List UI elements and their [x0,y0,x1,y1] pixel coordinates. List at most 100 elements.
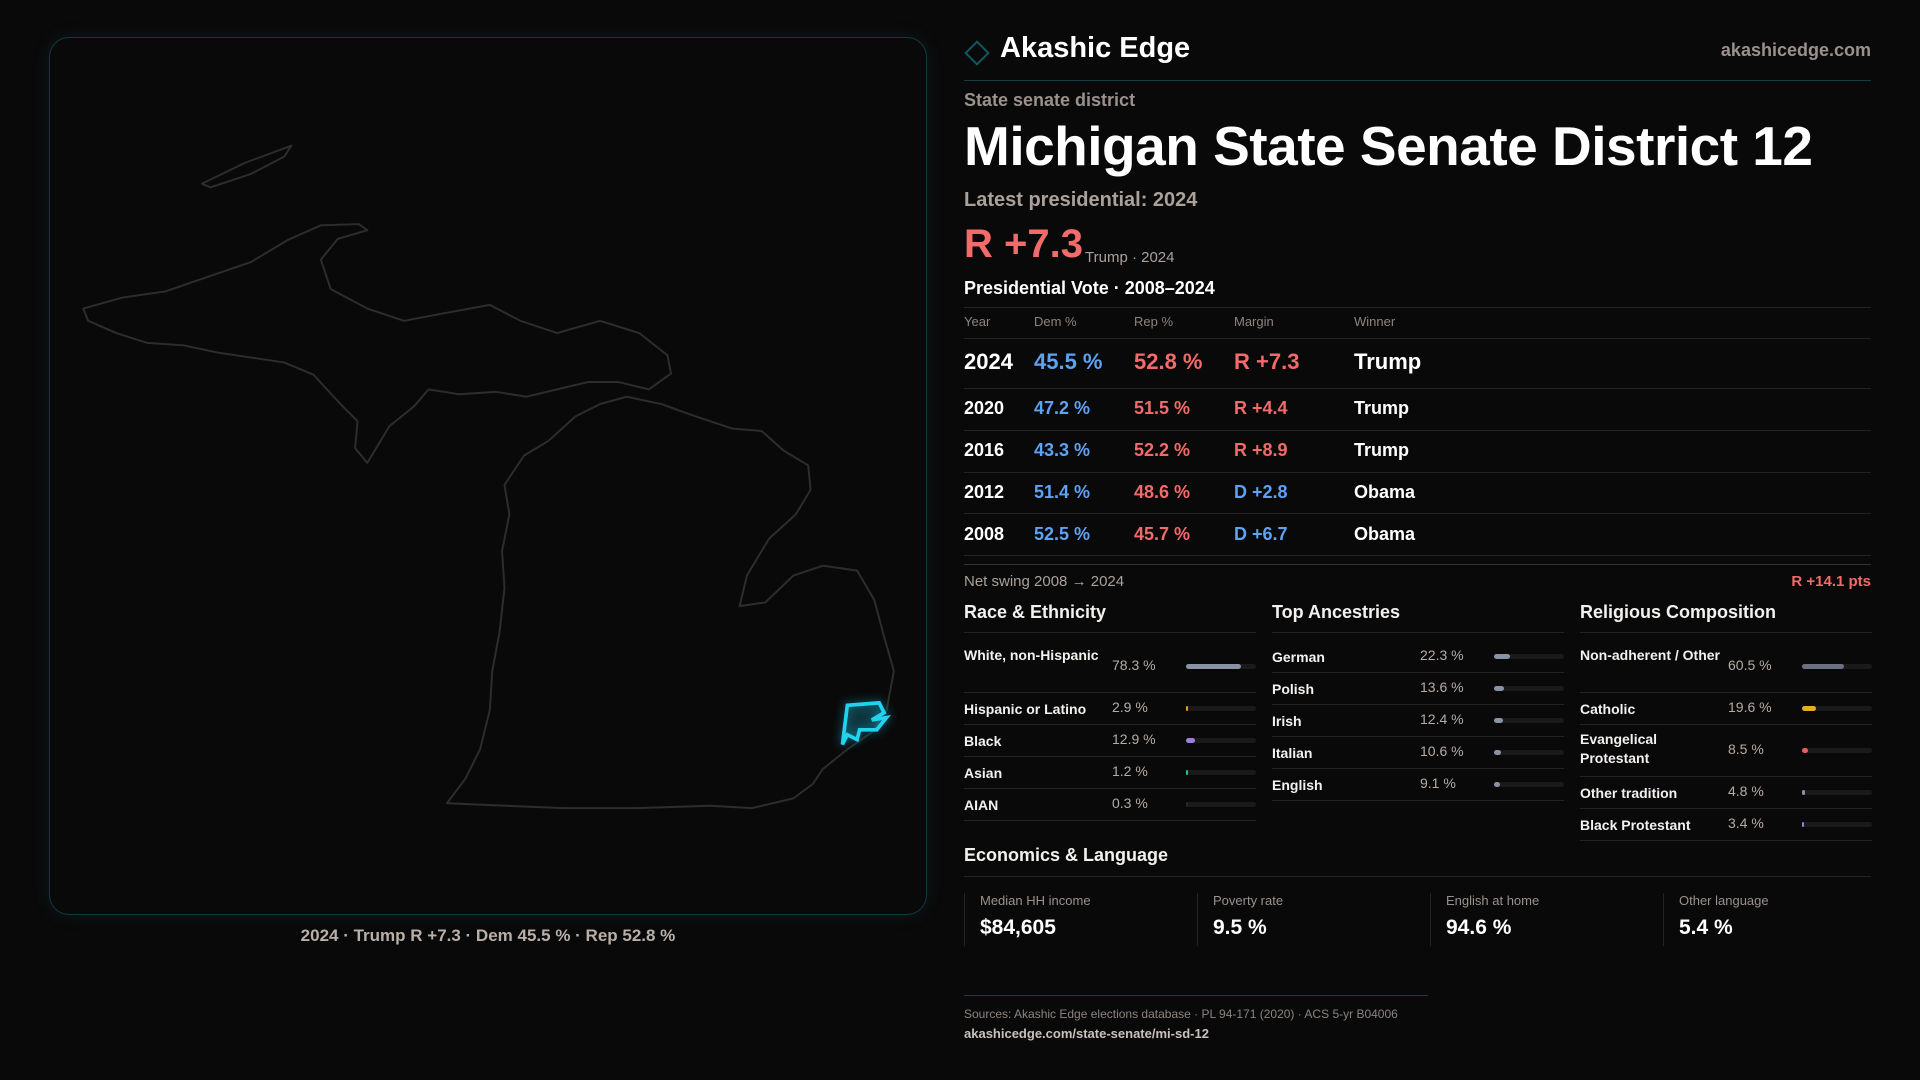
row-label: Non-adherent / Other [1580,647,1721,663]
share-bar-fill [1802,822,1805,827]
share-bar [1186,738,1256,743]
diamond-icon [964,40,990,66]
stat-value: 9.5 % [1213,916,1267,939]
divider [964,788,1256,789]
share-bar-fill [1186,664,1241,669]
rep-cell: 52.2 % [1134,440,1191,460]
share-bar-fill [1186,706,1189,711]
divider [1580,724,1872,725]
share-bar [1802,664,1872,669]
stat-value: 94.6 % [1446,916,1512,939]
divider [1272,632,1564,633]
district-type: State senate district [964,90,1136,110]
brand-name[interactable]: Akashic Edge [1000,32,1191,64]
column-header: Year [964,314,991,329]
header-divider [964,80,1871,81]
winner-cell: Trump [1354,349,1422,374]
row-value: 19.6 % [1728,699,1772,715]
latest-margin: R +7.3 [964,222,1083,266]
margin-cell: D +6.7 [1234,524,1288,544]
divider [1272,768,1564,769]
share-bar [1494,654,1564,659]
dem-cell: 45.5 % [1034,349,1103,374]
margin-cell: R +8.9 [1234,440,1288,460]
divider [964,692,1256,693]
share-bar-fill [1494,782,1501,787]
page-url[interactable]: akashicedge.com/state-senate/mi-sd-12 [964,1026,1209,1041]
share-bar-fill [1802,706,1816,711]
winner-cell: Trump [1354,440,1410,460]
stat-label: Median HH income [980,893,1091,908]
section-title: Religious Composition [1580,602,1776,622]
divider [1580,692,1872,693]
divider [964,564,1871,565]
column-header: Winner [1354,314,1396,329]
stat-card: Median HH income $84,605 [964,893,1197,946]
divider [1580,808,1872,809]
divider [964,338,1871,339]
row-label: Black [964,733,1002,749]
rep-cell: 48.6 % [1134,482,1191,502]
row-value: 4.8 % [1728,783,1764,799]
row-label: Catholic [1580,701,1636,717]
share-bar-fill [1494,654,1510,659]
divider [964,388,1871,389]
row-label: Hispanic or Latino [964,701,1087,717]
share-bar-fill [1186,802,1188,807]
winner-cell: Obama [1354,482,1416,502]
stat-label: Other language [1679,893,1769,908]
margin-cell: R +4.4 [1234,398,1288,418]
column-header: Rep % [1134,314,1174,329]
row-value: 12.9 % [1112,731,1156,747]
stat-card: Poverty rate 9.5 % [1197,893,1430,946]
share-bar [1186,770,1256,775]
stat-value: 5.4 % [1679,916,1733,939]
row-label: Asian [964,765,1003,781]
row-value: 78.3 % [1112,657,1156,673]
year-cell: 2016 [964,440,1005,460]
share-bar [1802,790,1872,795]
share-bar [1802,706,1872,711]
dem-cell: 52.5 % [1034,524,1091,544]
row-value: 22.3 % [1420,647,1464,663]
site-link[interactable]: akashicedge.com [1720,40,1871,60]
share-bar [1186,802,1256,807]
year-cell: 2024 [964,349,1013,374]
stat-label: Poverty rate [1213,893,1284,908]
column-header: Margin [1234,314,1274,329]
divider [964,820,1256,821]
rep-cell: 45.7 % [1134,524,1191,544]
row-value: 60.5 % [1728,657,1772,673]
row-value: 0.3 % [1112,795,1148,811]
share-bar [1494,750,1564,755]
net-swing-label: Net swing 2008 → 2024 [964,573,1125,590]
divider [1272,800,1564,801]
year-cell: 2020 [964,398,1005,418]
economics-title: Economics & Language [964,845,1169,865]
map-caption: 2024 · Trump R +7.3 · Dem 45.5 % · Rep 5… [300,926,676,945]
share-bar-fill [1494,750,1502,755]
sources: Sources: Akashic Edge elections database… [964,1007,1398,1021]
divider [964,724,1256,725]
rep-cell: 51.5 % [1134,398,1191,418]
share-bar-fill [1494,718,1503,723]
row-label: AIAN [964,797,999,813]
share-bar [1494,686,1564,691]
map-panel[interactable] [49,37,927,915]
share-bar [1186,664,1256,669]
winner-cell: Trump [1354,398,1410,418]
row-value: 12.4 % [1420,711,1464,727]
winner-cell: Obama [1354,524,1416,544]
divider [964,430,1871,431]
share-bar-fill [1186,770,1188,775]
share-bar-fill [1494,686,1504,691]
stat-card: English at home 94.6 % [1430,893,1663,946]
margin-cell: D +2.8 [1234,482,1288,502]
page-title: Michigan State Senate District 12 [964,115,1813,177]
share-bar-fill [1802,664,1845,669]
row-label: White, non-Hispanic [964,647,1099,663]
share-bar [1802,748,1872,753]
year-cell: 2008 [964,524,1005,544]
dem-cell: 47.2 % [1034,398,1091,418]
row-label: Other tradition [1580,785,1678,801]
